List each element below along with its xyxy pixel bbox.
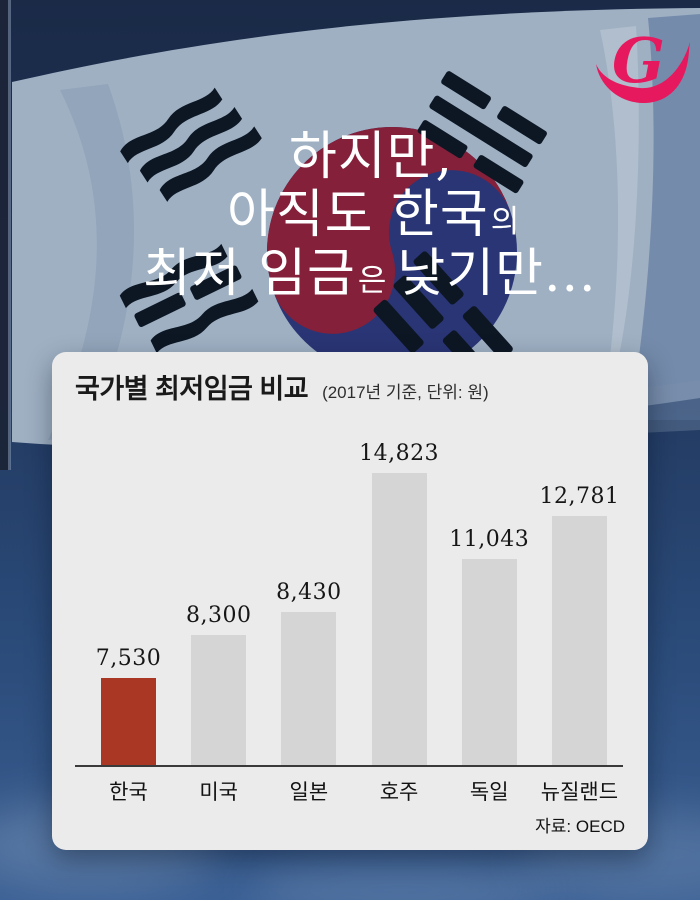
bar-group-6: 12,781 뉴질랜드 (539, 484, 618, 804)
bar-value-label: 7,530 (95, 646, 162, 671)
chart-subtitle: (2017년 기준, 단위: 원) (322, 383, 489, 402)
bar-category-label: 독일 (469, 781, 509, 804)
bar-group-5: 11,043 독일 (449, 527, 528, 804)
taegeuk-symbol (267, 127, 517, 377)
logo-letter: G (612, 24, 665, 97)
bar-category-label: 호주 (379, 781, 419, 804)
bars-row: 7,530 한국 8,300 미국 8,430 일본 14,823 호주 11,043 독일 12,… (96, 352, 619, 804)
bar-value-label: 8,430 (276, 580, 342, 605)
chart-card: 국가별 최저임금 비교 (2017년 기준, 단위: 원) 7,530 한국 8,3… (52, 352, 648, 850)
headline-line-1: 하지만, (289, 131, 453, 183)
bar-3 (281, 612, 337, 765)
bar-category-label: 일본 (289, 781, 329, 804)
brand-logo: G (592, 22, 690, 110)
bar-group-2: 8,300 미국 (186, 603, 251, 804)
trigram-bottom-left (119, 243, 259, 354)
bar-chart: 7,530 한국 8,300 미국 8,430 일본 14,823 호주 11,043 독일 12,… (52, 352, 648, 850)
brand-logo-mark: G (596, 24, 690, 104)
source-label: 자료: OECD (535, 817, 625, 836)
bar-6 (551, 516, 607, 765)
headline-text: 하지만, (289, 127, 454, 187)
x-axis-line (75, 765, 623, 767)
bar-value-label: 12,781 (539, 484, 620, 509)
headline-text: 은 (357, 263, 388, 299)
bar-category-label: 뉴질랜드 (540, 781, 619, 804)
chart-title: 국가별 최저임금 비교 (75, 374, 309, 404)
headline-text: 아직도 한국 (227, 185, 489, 245)
bar-category-label: 한국 (109, 781, 148, 804)
bar-group-1: 7,530 한국 (96, 646, 161, 804)
bar-5 (461, 559, 517, 765)
headline-line-3: 최저 임금은 낮기만... (143, 248, 597, 300)
bar-group-3: 8,430 일본 (276, 580, 341, 804)
trigram-top-right (417, 71, 547, 194)
bar-value-label: 14,823 (359, 441, 440, 466)
bar-value-label: 11,043 (449, 527, 530, 552)
trigram-top-left (120, 87, 262, 202)
headline-text: 낮기만... (397, 244, 597, 304)
headline-line-2: 아직도 한국의 (227, 189, 530, 241)
headline-text: 의 (490, 204, 521, 240)
flag-pole (0, 0, 11, 470)
chart-header: 국가별 최저임금 비교 (2017년 기준, 단위: 원) (75, 367, 489, 406)
logo-swoosh (596, 42, 690, 104)
bar-4 (371, 473, 427, 765)
bar-category-label: 미국 (199, 781, 239, 804)
bar-2 (191, 635, 247, 765)
bar-1 (101, 678, 156, 765)
bar-value-label: 8,300 (185, 603, 252, 628)
headline-text: 최저 임금 (143, 244, 356, 304)
bar-group-4: 14,823 호주 (359, 441, 438, 804)
